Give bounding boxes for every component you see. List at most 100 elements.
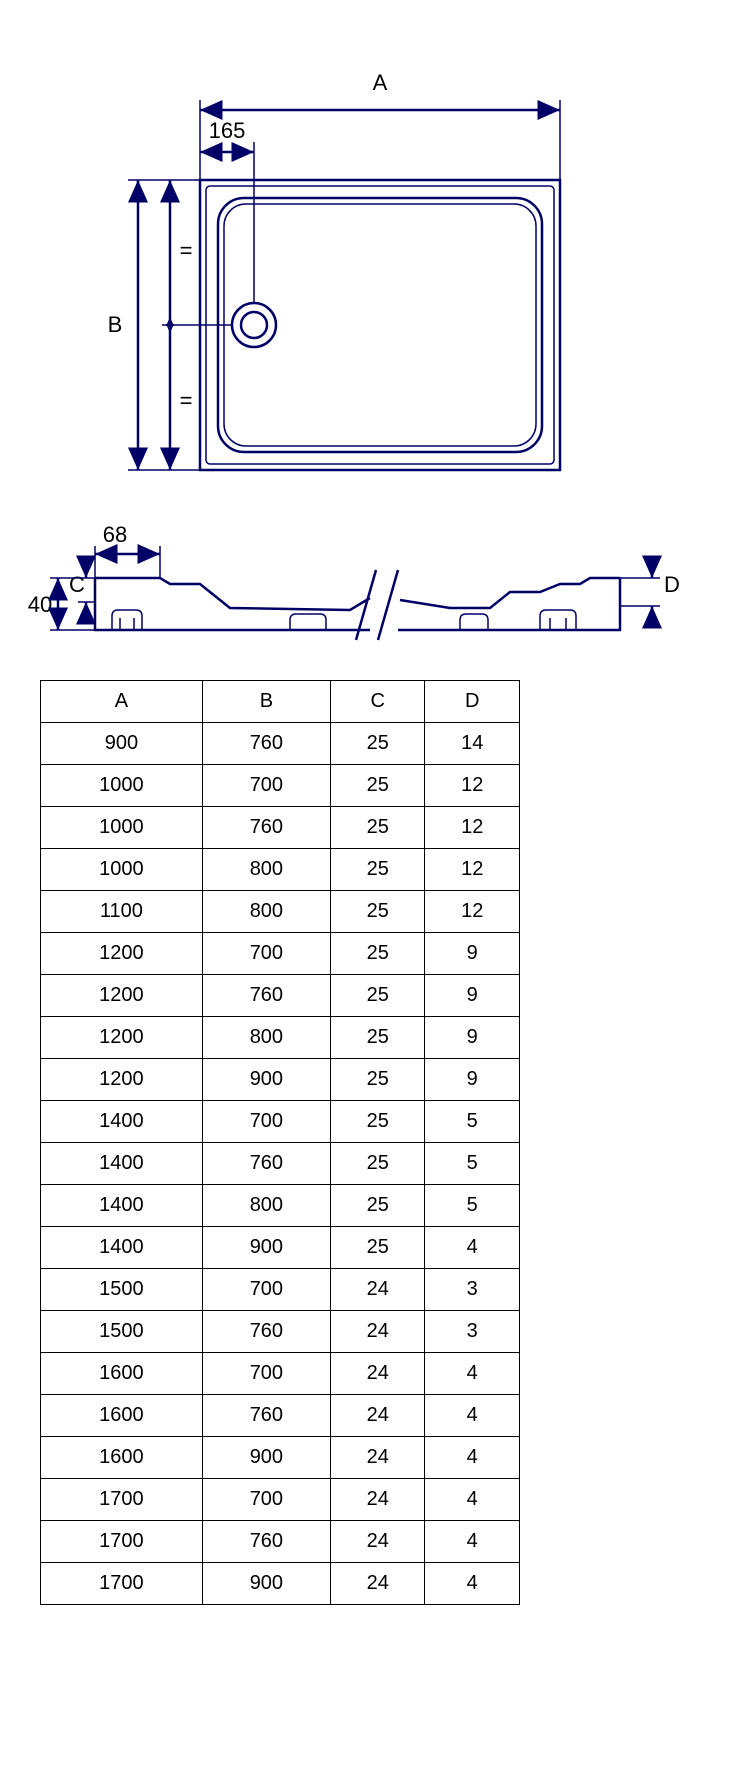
table-cell: 1100: [41, 891, 203, 933]
table-cell: 1600: [41, 1395, 203, 1437]
table-cell: 1200: [41, 933, 203, 975]
table-cell: 700: [202, 1269, 330, 1311]
table-cell: 4: [425, 1563, 520, 1605]
table-cell: 700: [202, 1353, 330, 1395]
table-cell: 24: [330, 1437, 425, 1479]
side-view-diagram: 68 40 C D: [20, 520, 730, 660]
table-cell: 800: [202, 1185, 330, 1227]
table-cell: 9: [425, 975, 520, 1017]
table-cell: 5: [425, 1143, 520, 1185]
table-cell: 900: [202, 1227, 330, 1269]
table-cell: 14: [425, 723, 520, 765]
table-cell: 24: [330, 1353, 425, 1395]
table-cell: 4: [425, 1353, 520, 1395]
table-cell: 25: [330, 1017, 425, 1059]
table-cell: 9: [425, 933, 520, 975]
table-cell: 12: [425, 807, 520, 849]
table-cell: 5: [425, 1185, 520, 1227]
table-cell: 1400: [41, 1185, 203, 1227]
table-row: 1600700244: [41, 1353, 520, 1395]
table-cell: 12: [425, 765, 520, 807]
table-cell: 25: [330, 1059, 425, 1101]
table-cell: 4: [425, 1437, 520, 1479]
table-cell: 760: [202, 807, 330, 849]
label-165: 165: [209, 118, 246, 143]
table-cell: 760: [202, 723, 330, 765]
table-cell: 1400: [41, 1101, 203, 1143]
table-cell: 24: [330, 1479, 425, 1521]
table-cell: 4: [425, 1395, 520, 1437]
table-cell: 900: [202, 1563, 330, 1605]
table-cell: 700: [202, 1101, 330, 1143]
table-cell: 24: [330, 1563, 425, 1605]
table-cell: 1400: [41, 1143, 203, 1185]
table-cell: 1600: [41, 1437, 203, 1479]
col-header: B: [202, 681, 330, 723]
dimensions-table: A B C D 90076025141000700251210007602512…: [40, 680, 520, 1605]
table-cell: 24: [330, 1269, 425, 1311]
table-cell: 1500: [41, 1269, 203, 1311]
table-cell: 4: [425, 1479, 520, 1521]
table-row: 1200760259: [41, 975, 520, 1017]
table-cell: 25: [330, 975, 425, 1017]
table-row: 10007602512: [41, 807, 520, 849]
table-cell: 1000: [41, 807, 203, 849]
table-row: 10008002512: [41, 849, 520, 891]
table-cell: 9: [425, 1017, 520, 1059]
table-cell: 1700: [41, 1521, 203, 1563]
table-cell: 700: [202, 1479, 330, 1521]
table-row: 1600900244: [41, 1437, 520, 1479]
table-cell: 25: [330, 723, 425, 765]
table-cell: 900: [202, 1437, 330, 1479]
table-cell: 700: [202, 933, 330, 975]
table-cell: 1400: [41, 1227, 203, 1269]
table-cell: 3: [425, 1269, 520, 1311]
table-cell: 24: [330, 1311, 425, 1353]
table-cell: 25: [330, 1143, 425, 1185]
table-cell: 9: [425, 1059, 520, 1101]
table-cell: 760: [202, 1521, 330, 1563]
table-cell: 24: [330, 1395, 425, 1437]
table-cell: 1200: [41, 975, 203, 1017]
label-a: A: [373, 70, 388, 95]
table-cell: 25: [330, 1185, 425, 1227]
table-cell: 25: [330, 1101, 425, 1143]
table-row: 1200800259: [41, 1017, 520, 1059]
table-cell: 900: [202, 1059, 330, 1101]
table-cell: 900: [41, 723, 203, 765]
label-68: 68: [103, 522, 127, 547]
table-row: 1400900254: [41, 1227, 520, 1269]
table-cell: 800: [202, 849, 330, 891]
equal-top: =: [180, 238, 193, 263]
table-row: 1700700244: [41, 1479, 520, 1521]
table-row: 1600760244: [41, 1395, 520, 1437]
table-row: 9007602514: [41, 723, 520, 765]
table-row: 1400700255: [41, 1101, 520, 1143]
table-cell: 24: [330, 1521, 425, 1563]
col-header: D: [425, 681, 520, 723]
table-cell: 3: [425, 1311, 520, 1353]
table-cell: 800: [202, 1017, 330, 1059]
equal-bot: =: [180, 388, 193, 413]
label-40: 40: [28, 592, 52, 617]
table-cell: 25: [330, 933, 425, 975]
table-cell: 1200: [41, 1017, 203, 1059]
top-view-diagram: A 165 B = =: [20, 30, 730, 500]
table-cell: 4: [425, 1227, 520, 1269]
table-cell: 25: [330, 849, 425, 891]
table-cell: 1700: [41, 1479, 203, 1521]
table-row: 10007002512: [41, 765, 520, 807]
table-cell: 5: [425, 1101, 520, 1143]
table-row: 1500700243: [41, 1269, 520, 1311]
table-cell: 760: [202, 1143, 330, 1185]
table-row: 11008002512: [41, 891, 520, 933]
table-row: 1200700259: [41, 933, 520, 975]
table-cell: 12: [425, 849, 520, 891]
table-cell: 25: [330, 1227, 425, 1269]
table-cell: 700: [202, 765, 330, 807]
col-header: C: [330, 681, 425, 723]
table-cell: 1700: [41, 1563, 203, 1605]
table-cell: 1000: [41, 849, 203, 891]
table-cell: 1500: [41, 1311, 203, 1353]
table-row: 1200900259: [41, 1059, 520, 1101]
